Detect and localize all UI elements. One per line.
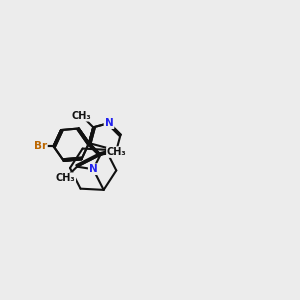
Text: CH₃: CH₃ [72, 111, 92, 121]
Text: CH₃: CH₃ [107, 147, 127, 157]
Text: N: N [89, 164, 98, 174]
Text: CH₃: CH₃ [56, 173, 75, 183]
Text: N: N [105, 118, 113, 128]
Text: Br: Br [34, 141, 47, 151]
Text: Br: Br [34, 141, 47, 151]
Text: N: N [105, 118, 113, 128]
